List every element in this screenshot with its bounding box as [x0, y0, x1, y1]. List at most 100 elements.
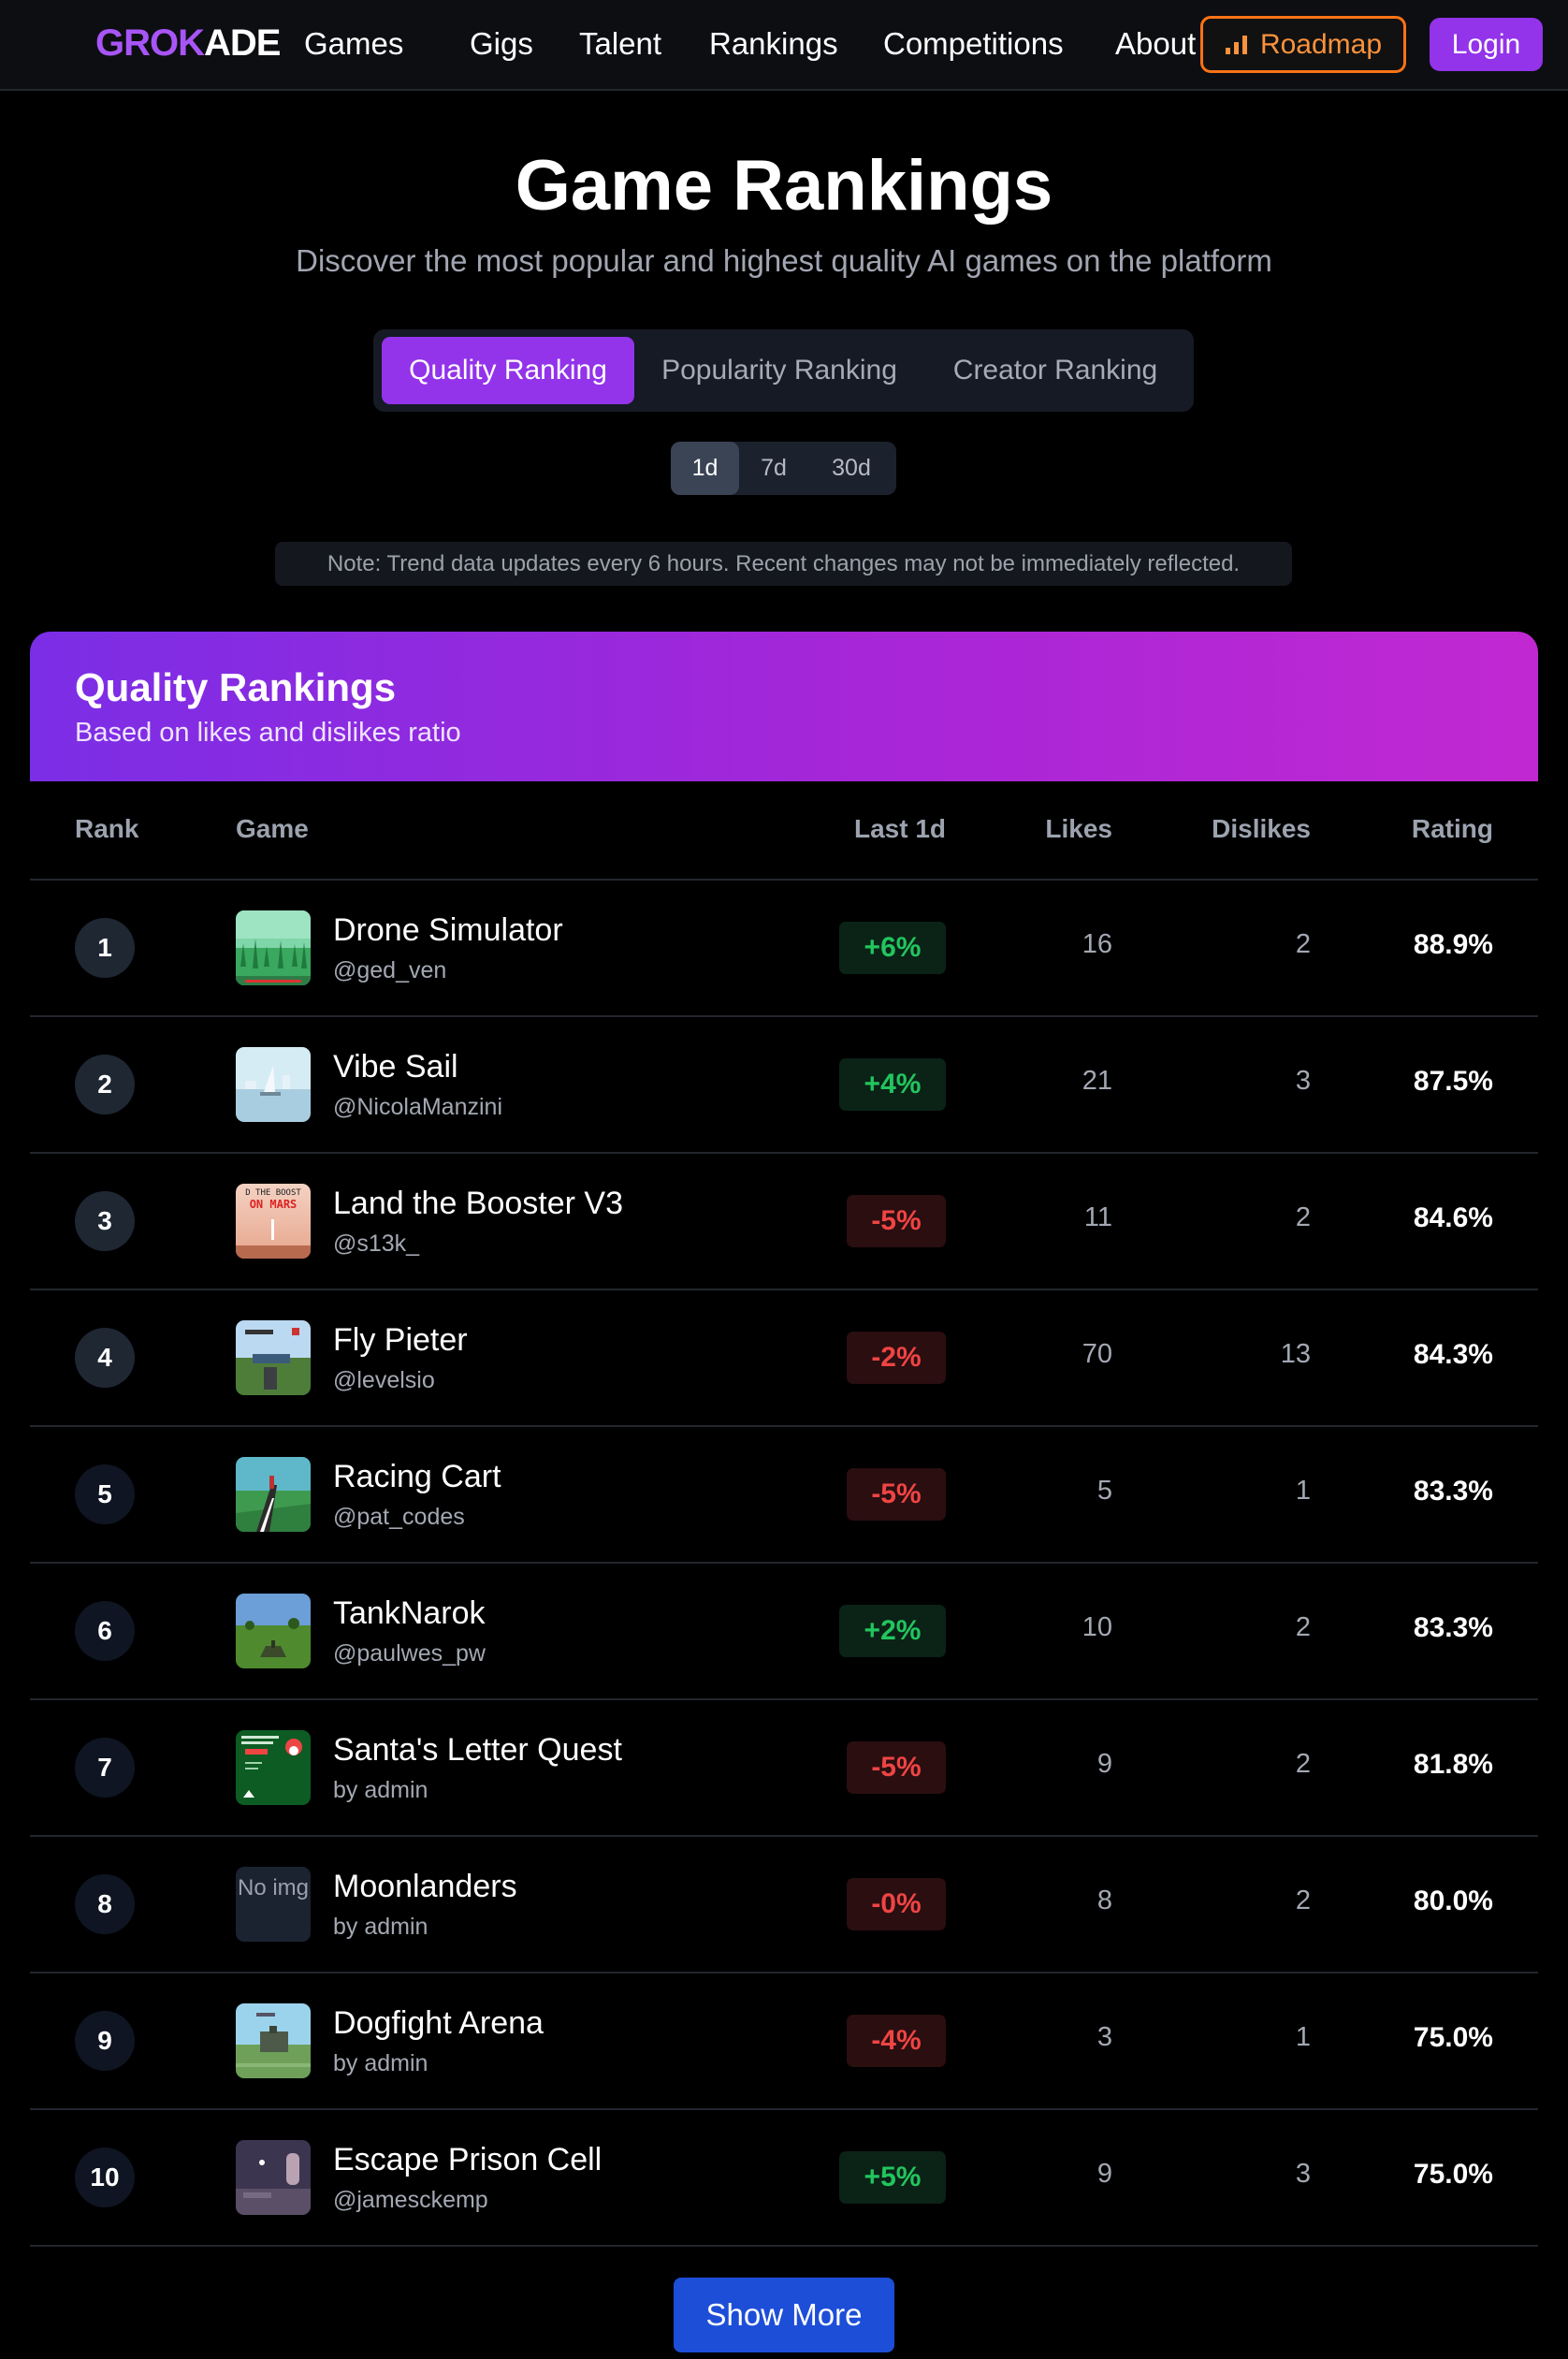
game-thumbnail-racing-cart[interactable] — [236, 1457, 311, 1532]
nav-competitions[interactable]: Competitions — [883, 26, 1064, 61]
rank-badge: 8 — [75, 1874, 135, 1934]
game-thumbnail-placeholder[interactable]: No img — [236, 1867, 311, 1942]
rank-badge: 9 — [75, 2011, 135, 2071]
trend-badge: +5% — [839, 2151, 946, 2204]
game-name[interactable]: TankNarok — [333, 1595, 486, 1631]
card-header: Quality Rankings Based on likes and disl… — [30, 632, 1538, 781]
game-thumbnail-drone-simulator[interactable] — [236, 910, 311, 985]
game-author[interactable]: @s13k_ — [333, 1230, 420, 1257]
table-row[interactable]: 4 Fly Pieter @levelsio -2% 70 13 84.3% — [30, 1290, 1538, 1427]
roadmap-button[interactable]: Roadmap — [1200, 16, 1406, 73]
likes-count: 3 — [1096, 2022, 1112, 2052]
rank-badge: 6 — [75, 1601, 135, 1661]
nav-talent[interactable]: Talent — [579, 26, 662, 61]
ranking-type-tabs: Quality Ranking Popularity Ranking Creat… — [373, 329, 1194, 412]
game-author[interactable]: @levelsio — [333, 1367, 435, 1393]
period-30d[interactable]: 30d — [832, 455, 871, 481]
nav-gigs[interactable]: Gigs — [470, 26, 533, 61]
game-author[interactable]: @pat_codes — [333, 1504, 465, 1530]
tab-quality-ranking[interactable]: Quality Ranking — [382, 337, 634, 404]
game-name[interactable]: Moonlanders — [333, 1869, 517, 1904]
card-title: Quality Rankings — [75, 665, 397, 709]
game-author[interactable]: @jamesckemp — [333, 2187, 488, 2213]
dislikes-count: 13 — [1280, 1339, 1311, 1369]
rating-value: 81.8% — [1413, 1749, 1493, 1780]
period-selector: 1d 7d 30d — [671, 442, 896, 495]
thumbnail-image — [236, 2140, 311, 2215]
rating-value: 80.0% — [1413, 1886, 1493, 1916]
thumbnail-image — [236, 910, 311, 985]
likes-count: 8 — [1096, 1886, 1112, 1915]
rank-badge: 1 — [75, 918, 135, 978]
rating-value: 87.5% — [1413, 1066, 1493, 1097]
dislikes-count: 2 — [1295, 1612, 1311, 1642]
rank-badge: 4 — [75, 1328, 135, 1388]
game-author[interactable]: @NicolaManzini — [333, 1094, 502, 1120]
likes-count: 5 — [1096, 1476, 1112, 1506]
trend-update-note: Note: Trend data updates every 6 hours. … — [275, 542, 1292, 586]
table-row[interactable]: 8 No img Moonlanders by admin -0% 8 2 80… — [30, 1837, 1538, 1973]
rank-badge: 10 — [75, 2148, 135, 2207]
quality-rankings-card: Quality Rankings Based on likes and disl… — [30, 632, 1538, 2359]
likes-count: 11 — [1083, 1202, 1112, 1232]
rating-value: 75.0% — [1413, 2159, 1493, 2190]
table-row[interactable]: 1 Drone Simulator @ged_ven +6% 16 2 88.9… — [30, 881, 1538, 1017]
game-thumbnail-tanknarok[interactable] — [236, 1594, 311, 1668]
game-thumbnail-land-the-booster[interactable]: D THE BOOST ON MARS — [236, 1184, 311, 1259]
game-thumbnail-escape-prison-cell[interactable] — [236, 2140, 311, 2215]
game-name[interactable]: Vibe Sail — [333, 1049, 458, 1085]
game-thumbnail-dogfight-arena[interactable] — [236, 2003, 311, 2078]
rank-badge: 7 — [75, 1738, 135, 1798]
grokade-logo[interactable]: GROKADE — [95, 22, 281, 64]
thumbnail-image — [236, 1457, 311, 1532]
table-row[interactable]: 3 D THE BOOST ON MARS Land the Booster V… — [30, 1154, 1538, 1290]
dislikes-count: 2 — [1295, 1202, 1311, 1232]
game-author[interactable]: @paulwes_pw — [333, 1640, 486, 1667]
game-author[interactable]: by admin — [333, 1777, 428, 1803]
game-author[interactable]: by admin — [333, 1914, 428, 1940]
game-name[interactable]: Drone Simulator — [333, 912, 563, 948]
game-thumbnail-fly-pieter[interactable] — [236, 1320, 311, 1395]
page-title: Game Rankings — [515, 146, 1053, 226]
trend-badge: +2% — [839, 1605, 946, 1657]
period-7d[interactable]: 7d — [761, 455, 787, 481]
game-name[interactable]: Land the Booster V3 — [333, 1186, 624, 1221]
thumbnail-image — [236, 1320, 311, 1395]
nav-rankings[interactable]: Rankings — [709, 26, 838, 61]
nav-games[interactable]: Games — [304, 26, 404, 61]
thumbnail-image: D THE BOOST ON MARS — [236, 1184, 311, 1259]
tab-creator-ranking[interactable]: Creator Ranking — [952, 355, 1158, 386]
header-divider — [30, 879, 1538, 881]
dislikes-count: 3 — [1295, 2159, 1311, 2189]
column-header-rank: Rank — [75, 814, 139, 843]
game-author[interactable]: @ged_ven — [333, 957, 447, 983]
table-row[interactable]: 2 Vibe Sail @NicolaManzini +4% 21 3 87.5… — [30, 1017, 1538, 1154]
table-row[interactable]: 5 Racing Cart @pat_codes -5% 5 1 83.3% — [30, 1427, 1538, 1564]
table-row[interactable]: 10 Escape Prison Cell @jamesckemp +5% 9 … — [30, 2110, 1538, 2247]
dislikes-count: 1 — [1295, 1476, 1311, 1506]
game-name[interactable]: Santa's Letter Quest — [333, 1732, 622, 1768]
game-thumbnail-vibe-sail[interactable] — [236, 1047, 311, 1122]
game-name[interactable]: Fly Pieter — [333, 1322, 468, 1358]
table-row[interactable]: 9 Dogfight Arena by admin -4% 3 1 75.0% — [30, 1973, 1538, 2110]
trend-badge: -5% — [847, 1741, 946, 1794]
likes-count: 10 — [1082, 1612, 1112, 1642]
table-row[interactable]: 6 TankNarok @paulwes_pw +2% 10 2 83.3% — [30, 1564, 1538, 1700]
rating-value: 83.3% — [1413, 1476, 1493, 1507]
game-name[interactable]: Dogfight Arena — [333, 2005, 544, 2041]
game-thumbnail-santas-letter-quest[interactable] — [236, 1730, 311, 1805]
trend-badge: -0% — [847, 1878, 946, 1930]
rating-value: 75.0% — [1413, 2022, 1493, 2053]
game-name[interactable]: Racing Cart — [333, 1459, 501, 1494]
rating-value: 84.3% — [1413, 1339, 1493, 1370]
top-navigation-bar: GROKADE Games Gigs Talent Rankings Compe… — [0, 0, 1568, 91]
tab-popularity-ranking[interactable]: Popularity Ranking — [661, 355, 897, 386]
nav-about[interactable]: About — [1115, 26, 1197, 61]
period-1d[interactable]: 1d — [671, 442, 739, 495]
table-row[interactable]: 7 Santa's Letter Quest by admin -5% 9 2 … — [30, 1700, 1538, 1837]
login-button[interactable]: Login — [1430, 18, 1543, 71]
game-author[interactable]: by admin — [333, 2050, 428, 2076]
show-more-button[interactable]: Show More — [674, 2278, 894, 2352]
thumbnail-image — [236, 2003, 311, 2078]
game-name[interactable]: Escape Prison Cell — [333, 2142, 603, 2177]
